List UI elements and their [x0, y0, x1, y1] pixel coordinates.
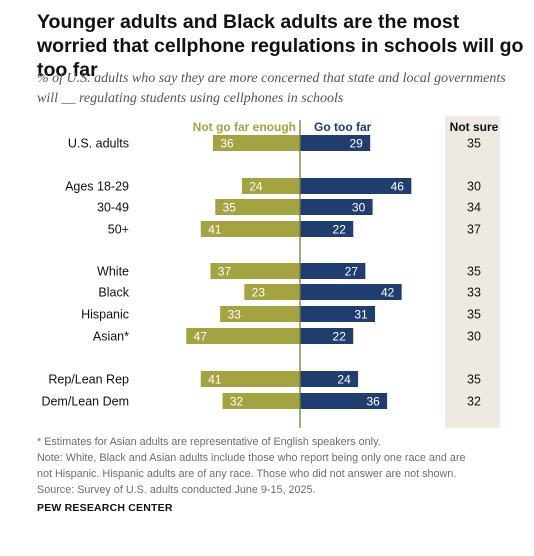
bar-not-far-enough [212, 135, 300, 151]
value-label-not-sure: 35 [467, 137, 481, 151]
value-label-not-far-enough: 23 [252, 286, 266, 300]
not-sure-column-bg [445, 116, 500, 428]
chart-subtitle: % of U.S. adults who say they are more c… [37, 71, 506, 106]
bar-not-far-enough [210, 263, 300, 279]
value-label-not-far-enough: 32 [230, 395, 244, 409]
note-asian: * Estimates for Asian adults are represe… [37, 436, 381, 448]
row-label: 30-49 [97, 201, 129, 215]
value-label-too-far: 42 [381, 286, 395, 300]
legend-too-far: Go too far [314, 120, 372, 134]
value-label-not-far-enough: 35 [223, 201, 237, 215]
bar-not-far-enough [220, 306, 300, 322]
value-label-not-far-enough: 36 [220, 137, 234, 151]
value-label-not-sure: 34 [467, 201, 481, 215]
row-label: Asian* [93, 330, 129, 344]
value-label-not-sure: 37 [467, 223, 481, 237]
value-label-too-far: 31 [354, 308, 368, 322]
bar-too-far [300, 393, 388, 409]
value-label-not-sure: 32 [467, 395, 481, 409]
row-label: Rep/Lean Rep [48, 373, 129, 387]
value-label-too-far: 46 [391, 180, 405, 194]
value-label-not-sure: 33 [467, 286, 481, 300]
row-label: Black [98, 286, 129, 300]
value-label-too-far: 24 [337, 373, 351, 387]
value-label-not-sure: 30 [467, 330, 481, 344]
value-label-not-far-enough: 37 [218, 265, 232, 279]
value-label-not-far-enough: 47 [194, 330, 208, 344]
value-label-too-far: 29 [350, 137, 364, 151]
bar-not-far-enough [222, 393, 300, 409]
legend-not-far-enough: Not go far enough [193, 120, 296, 134]
bar-too-far [300, 221, 354, 237]
value-label-not-far-enough: 41 [208, 223, 222, 237]
value-label-too-far: 30 [352, 201, 366, 215]
diverging-bar-chart: Not go far enough Go too far Not sure U.S. … [41, 116, 500, 428]
bar-not-far-enough [241, 178, 300, 194]
bar-too-far [300, 306, 376, 322]
bar-too-far [300, 328, 354, 344]
bar-too-far [300, 135, 371, 151]
bar-not-far-enough [186, 328, 300, 344]
bar-too-far [300, 178, 412, 194]
value-label-too-far: 36 [366, 395, 380, 409]
note-race-2: not Hispanic. Hispanic adults are of any… [37, 468, 457, 480]
chart-title: Younger adults and Black adults are the … [37, 11, 524, 81]
row-label: Dem/Lean Dem [41, 395, 129, 409]
bar-too-far [300, 199, 373, 215]
bar-not-far-enough [244, 284, 300, 300]
bar-not-far-enough [200, 371, 300, 387]
value-label-not-sure: 30 [467, 180, 481, 194]
bar-not-far-enough [200, 221, 300, 237]
value-label-too-far: 22 [333, 223, 347, 237]
note-source: Source: Survey of U.S. adults conducted … [37, 484, 316, 496]
legend-not-sure: Not sure [450, 120, 499, 134]
value-label-not-sure: 35 [467, 308, 481, 322]
row-label: 50+ [108, 223, 129, 237]
value-label-not-sure: 35 [467, 265, 481, 279]
row-label: Hispanic [81, 308, 129, 322]
bar-too-far [300, 263, 366, 279]
note-race-1: Note: White, Black and Asian adults incl… [37, 452, 466, 464]
value-label-too-far: 22 [333, 330, 347, 344]
value-label-not-far-enough: 33 [227, 308, 241, 322]
row-label: U.S. adults [68, 137, 129, 151]
row-label: White [97, 265, 129, 279]
pew-logo-text: PEW RESEARCH CENTER [37, 502, 173, 514]
chart-notes: * Estimates for Asian adults are represe… [37, 434, 527, 498]
bar-not-far-enough [215, 199, 300, 215]
value-label-not-sure: 35 [467, 373, 481, 387]
value-label-not-far-enough: 41 [208, 373, 222, 387]
value-label-not-far-enough: 24 [249, 180, 263, 194]
bar-too-far [300, 284, 402, 300]
value-label-too-far: 27 [345, 265, 359, 279]
bar-too-far [300, 371, 359, 387]
row-label: Ages 18-29 [65, 180, 129, 194]
